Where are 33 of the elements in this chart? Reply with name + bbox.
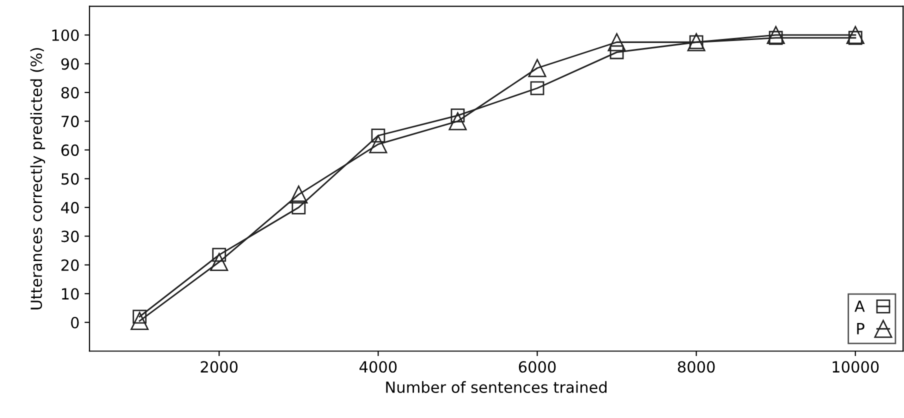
- y-tick-label: 80: [61, 86, 79, 99]
- point: [766, 26, 785, 44]
- point: [292, 200, 306, 214]
- point: [528, 59, 546, 78]
- x-tick-label: 2000: [200, 361, 238, 373]
- legend-label: A: [854, 300, 865, 312]
- y-axis-title: Utterances correctly predicted (%): [30, 48, 46, 310]
- y-tick-label: 50: [62, 173, 79, 185]
- point: [448, 112, 467, 130]
- x-tick-label: 4000: [360, 361, 397, 373]
- y-tick-label: 10: [62, 288, 79, 300]
- point: [290, 185, 308, 204]
- point: [608, 33, 626, 52]
- point: [130, 312, 149, 330]
- legend-label: P: [857, 323, 864, 334]
- y-tick-label: 40: [61, 202, 79, 214]
- point: [610, 45, 624, 60]
- x-tick-label: 8000: [678, 361, 715, 373]
- y-tick-label: 30: [62, 230, 79, 242]
- y-tick-label: 70: [62, 116, 79, 128]
- y-tick-label: 0: [71, 316, 79, 328]
- point: [846, 26, 864, 44]
- point: [210, 253, 228, 272]
- point: [371, 128, 386, 143]
- x-axis-title: Number of sentences trained: [386, 381, 607, 394]
- y-tick-label: 100: [52, 29, 79, 42]
- x-tick-label: 6000: [518, 361, 556, 373]
- y-tick-label: 20: [61, 259, 79, 271]
- point: [530, 81, 544, 96]
- y-tick-label: 60: [61, 144, 79, 156]
- y-tick-label: 90: [61, 58, 79, 70]
- x-tick-label: 10000: [832, 361, 879, 373]
- point: [369, 135, 388, 154]
